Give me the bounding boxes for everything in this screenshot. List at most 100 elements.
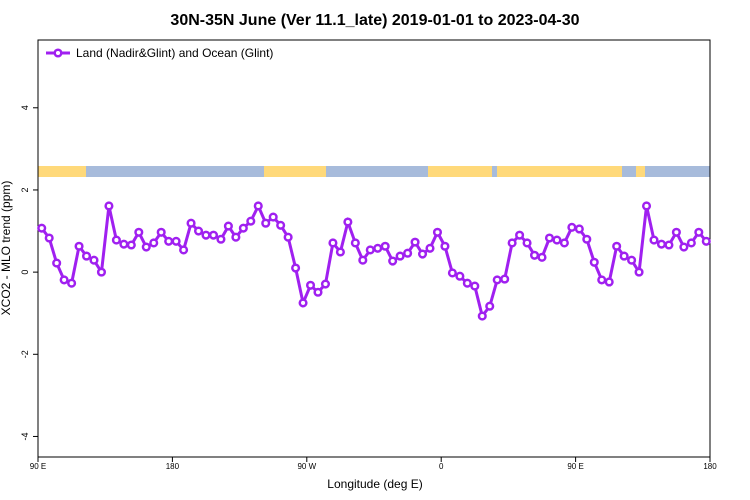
point bbox=[656, 239, 667, 249]
point bbox=[522, 238, 532, 248]
point bbox=[529, 250, 540, 260]
point bbox=[164, 236, 174, 246]
land-band bbox=[428, 166, 492, 177]
point bbox=[373, 243, 383, 253]
point bbox=[59, 275, 69, 285]
point bbox=[574, 224, 584, 234]
point bbox=[627, 255, 637, 265]
y-tick-label: 0 bbox=[20, 270, 30, 275]
point bbox=[231, 232, 241, 242]
x-tick-label: 180 bbox=[703, 462, 717, 471]
point bbox=[612, 241, 622, 251]
point bbox=[141, 242, 151, 252]
x-axis-label: Longitude (deg E) bbox=[327, 477, 422, 491]
point bbox=[544, 233, 555, 243]
point bbox=[597, 275, 607, 285]
point bbox=[388, 256, 398, 266]
x-tick-label: 90 W bbox=[297, 462, 316, 471]
point bbox=[589, 257, 599, 267]
point bbox=[552, 235, 562, 245]
x-tick-label: 90 E bbox=[567, 462, 583, 471]
point bbox=[179, 245, 189, 255]
point bbox=[193, 226, 204, 236]
point bbox=[507, 238, 517, 248]
point bbox=[492, 275, 502, 285]
point bbox=[500, 274, 510, 284]
legend-marker bbox=[53, 48, 63, 58]
point bbox=[134, 227, 144, 237]
point bbox=[477, 311, 487, 321]
point bbox=[291, 263, 301, 273]
chart-title: 30N-35N June (Ver 11.1_late) 2019-01-01 … bbox=[170, 12, 579, 29]
point bbox=[343, 217, 353, 227]
point bbox=[320, 279, 331, 289]
point bbox=[328, 238, 338, 248]
point bbox=[515, 230, 525, 240]
point bbox=[253, 201, 263, 211]
land-ocean-mask bbox=[38, 166, 710, 177]
x-tick-label: 0 bbox=[439, 462, 444, 471]
land-band bbox=[497, 166, 622, 177]
point bbox=[104, 201, 114, 211]
point bbox=[276, 220, 286, 230]
point bbox=[432, 227, 443, 237]
ocean-band bbox=[38, 166, 710, 177]
point bbox=[313, 287, 323, 297]
y-tick-label: -4 bbox=[20, 432, 30, 440]
point bbox=[44, 233, 54, 243]
point bbox=[298, 298, 308, 308]
point bbox=[671, 227, 681, 237]
point bbox=[686, 238, 696, 248]
point bbox=[567, 222, 577, 232]
point bbox=[74, 241, 84, 251]
y-axis-label: XCO2 - MLO trend (ppm) bbox=[0, 181, 13, 316]
point bbox=[186, 218, 196, 228]
legend-label: Land (Nadir&Glint) and Ocean (Glint) bbox=[76, 46, 273, 60]
point bbox=[485, 301, 495, 311]
point bbox=[96, 267, 107, 277]
point bbox=[238, 223, 248, 233]
point bbox=[649, 235, 659, 245]
y-tick-label: 4 bbox=[20, 105, 30, 110]
point bbox=[89, 255, 99, 265]
point bbox=[395, 251, 405, 261]
point bbox=[216, 234, 226, 244]
land-band bbox=[636, 166, 645, 177]
point bbox=[634, 267, 644, 277]
point bbox=[604, 277, 614, 287]
point bbox=[440, 241, 450, 251]
point bbox=[126, 240, 136, 250]
point bbox=[67, 278, 77, 288]
point bbox=[283, 232, 293, 242]
point bbox=[208, 230, 219, 240]
point bbox=[335, 247, 345, 257]
point bbox=[455, 271, 465, 281]
y-tick-label: -2 bbox=[20, 350, 30, 358]
point bbox=[701, 236, 711, 246]
point bbox=[81, 251, 92, 261]
point bbox=[447, 268, 457, 278]
point bbox=[641, 201, 652, 211]
y-tick-label: 2 bbox=[20, 187, 30, 192]
point bbox=[305, 280, 316, 290]
land-band bbox=[38, 166, 86, 177]
point bbox=[365, 245, 375, 255]
point bbox=[119, 239, 129, 249]
point bbox=[223, 221, 233, 231]
point bbox=[171, 236, 181, 246]
point bbox=[679, 242, 689, 252]
land-band bbox=[264, 166, 326, 177]
point bbox=[537, 252, 547, 262]
point bbox=[246, 216, 256, 226]
x-tick-label: 180 bbox=[166, 462, 180, 471]
point bbox=[470, 281, 480, 291]
point bbox=[582, 234, 592, 244]
point bbox=[380, 241, 390, 251]
point bbox=[664, 240, 674, 250]
point bbox=[350, 238, 360, 248]
point bbox=[261, 218, 271, 228]
x-tick-label: 90 E bbox=[30, 462, 46, 471]
point bbox=[201, 230, 211, 240]
point bbox=[111, 235, 121, 245]
point bbox=[417, 249, 428, 259]
